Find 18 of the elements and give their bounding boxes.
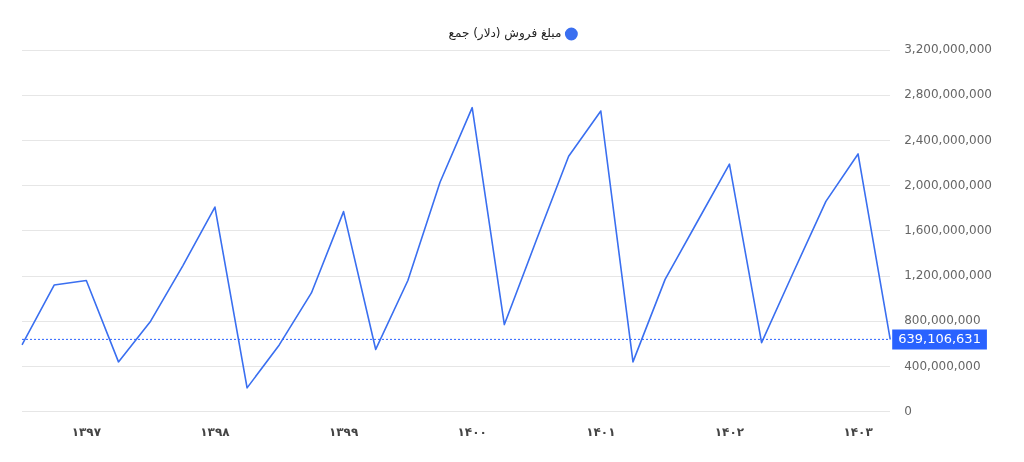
y-tick-label: 1,200,000,000 [904,268,993,283]
x-tick-label: ۱۳۹۹ [328,424,359,439]
y-tick-label: 2,800,000,000 [904,87,993,102]
x-tick-label: ۱۳۹۷ [71,424,102,439]
ref-line-label: 639,106,631 [898,330,981,346]
x-tick-label: ۱۳۹۸ [200,424,231,439]
y-tick-label: 800,000,000 [904,313,981,328]
y-tick-label: 0 [904,403,912,418]
y-tick-label: 2,400,000,000 [904,132,993,147]
x-tick-label: ۱۴۰۰ [457,424,487,439]
y-tick-label: 1,600,000,000 [904,222,993,237]
y-tick-label: 2,000,000,000 [904,177,993,192]
x-tick-label: ۱۴۰۱ [586,424,616,439]
x-tick-label: ۱۴۰۲ [714,424,745,439]
y-tick-label: 400,000,000 [904,358,981,373]
y-tick-label: 3,200,000,000 [904,42,993,57]
legend-label: مبلغ فروش (دلار) جمع [448,26,562,42]
x-tick-label: ۱۴۰۳ [843,424,874,439]
